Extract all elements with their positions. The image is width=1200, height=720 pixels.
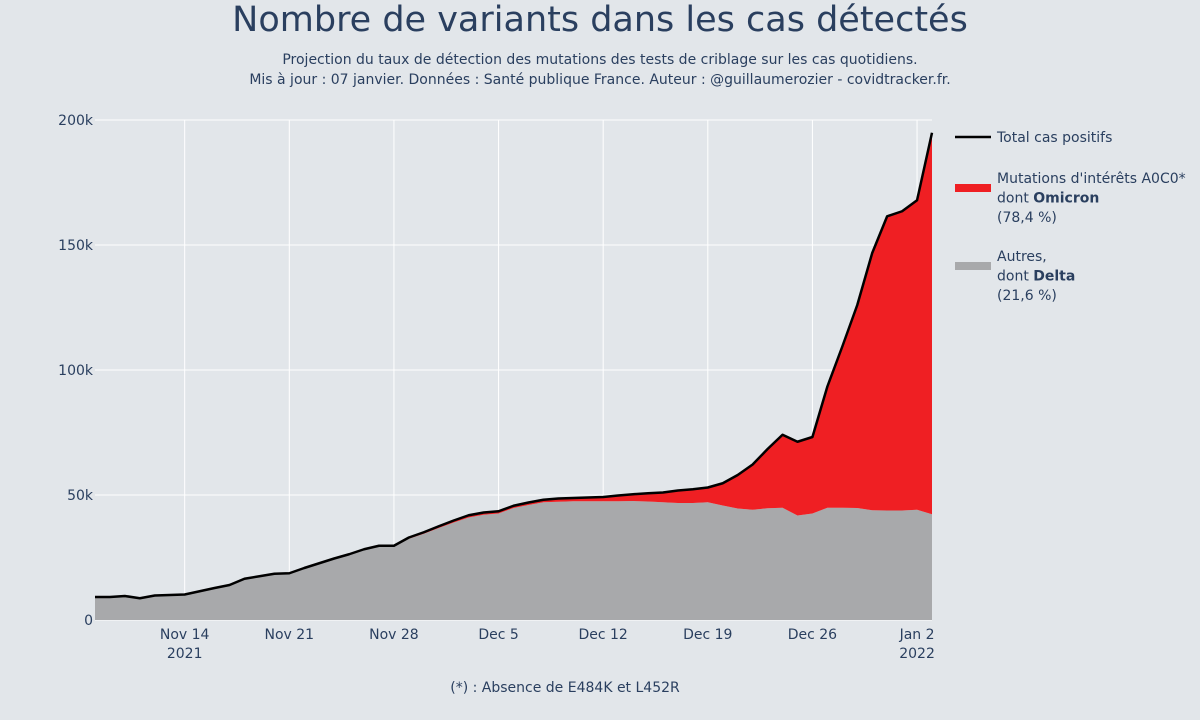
x-tick-year-label: 2021 [167,646,203,662]
x-tick-label: Dec 19 [683,627,732,643]
legend-swatch-fill [955,184,991,192]
legend-label: Autres, [997,249,1047,265]
legend-label: dont Omicron [997,191,1099,207]
x-tick-label: Nov 14 [160,627,210,643]
area-series [95,132,932,620]
x-tick-label: Dec 5 [478,627,518,643]
x-tick-label: Dec 26 [788,627,837,643]
legend-item[interactable]: Total cas positifs [955,130,1112,146]
legend-swatch-fill [955,262,991,270]
axes: 0 50k 100k 150k 200k Nov 14 2021 Nov 21 Nov 28 De… [58,113,935,662]
x-tick-label: Nov 21 [265,627,315,643]
x-tick-label: Dec 12 [578,627,627,643]
y-tick-label: 200k [58,113,94,129]
chart-subtitle-line1: Projection du taux de détection des muta… [282,52,918,68]
chart-title: Nombre de variants dans les cas détectés [232,0,968,40]
x-tick-year-label: 2022 [899,646,935,662]
legend-item[interactable]: Autres, dont Delta (21,6 %) [955,249,1075,304]
x-tick-label: Nov 28 [369,627,419,643]
footnote: (*) : Absence de E484K et L452R [450,680,680,696]
legend-item[interactable]: Mutations d'intérêts A0C0* dont Omicron (… [955,171,1186,226]
y-tick-label: 50k [67,488,94,504]
area-autres-delta [95,501,932,620]
x-tick-label: Jan 2 [899,627,935,643]
legend[interactable]: Total cas positifs Mutations d'intérêts A… [955,130,1186,304]
legend-label: Total cas positifs [996,130,1112,146]
legend-label: Mutations d'intérêts A0C0* [997,171,1186,187]
legend-label: (21,6 %) [997,288,1057,304]
y-tick-label: 150k [58,238,94,254]
legend-label: (78,4 %) [997,210,1057,226]
line-total-cas-positifs [95,132,934,600]
chart-subtitle-line2: Mis à jour : 07 janvier. Données : Santé… [249,72,951,88]
y-tick-label: 0 [84,613,93,629]
legend-label: dont Delta [997,269,1075,285]
grid [95,119,932,621]
total-line-series [95,132,934,600]
y-tick-label: 100k [58,363,94,379]
